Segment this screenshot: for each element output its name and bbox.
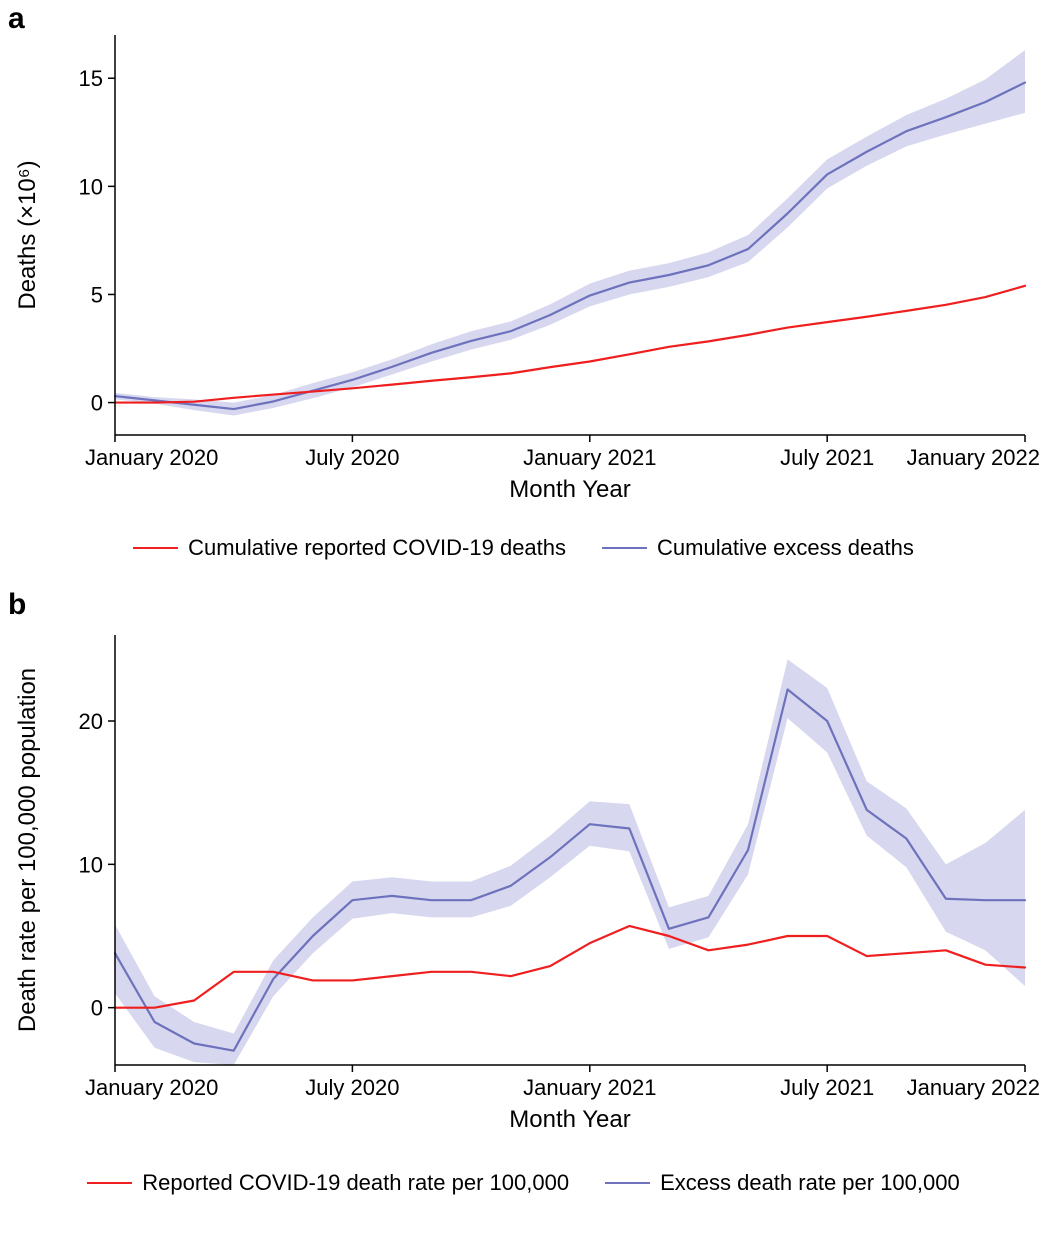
legend-line xyxy=(133,547,178,549)
y-tick-label: 0 xyxy=(91,996,103,1021)
y-axis-title: Death rate per 100,000 population xyxy=(14,668,41,1032)
x-tick-label: January 2022 xyxy=(907,445,1040,470)
legend-line xyxy=(602,547,647,549)
chart-a: 0 5 10 15 January 2020 July 2020 January 2021 J… xyxy=(0,0,1047,560)
x-tick-label: July 2021 xyxy=(780,1075,874,1100)
x-tick-label: January 2021 xyxy=(523,445,656,470)
legend-b: Reported COVID-19 death rate per 100,000… xyxy=(0,1170,1047,1196)
x-tick-label: January 2022 xyxy=(907,1075,1040,1100)
y-axis-title: Deaths (×10⁶) xyxy=(14,160,41,309)
legend-label: Reported COVID-19 death rate per 100,000 xyxy=(142,1170,569,1196)
y-tick-label: 0 xyxy=(91,391,103,416)
x-tick-label: January 2020 xyxy=(85,445,218,470)
reported-line xyxy=(115,926,1025,1008)
x-axis-title: Month Year xyxy=(509,1106,630,1133)
y-tick-label: 15 xyxy=(79,66,103,91)
x-tick-label: July 2021 xyxy=(780,445,874,470)
legend-line xyxy=(87,1182,132,1184)
excess-ci-band xyxy=(115,659,1025,1065)
x-axis-title: Month Year xyxy=(509,476,630,503)
x-tick-label: July 2020 xyxy=(305,445,399,470)
y-tick-label: 10 xyxy=(79,174,103,199)
legend-line xyxy=(605,1182,650,1184)
excess-line xyxy=(115,689,1025,1050)
chart-b: 0 10 20 January 2020 July 2020 January 2021 Ju… xyxy=(0,600,1047,1160)
excess-ci-band xyxy=(115,50,1025,415)
legend-item: Cumulative reported COVID-19 deaths xyxy=(133,535,566,561)
figure: a 051015January 2020July 2020January 202… xyxy=(0,0,1047,1243)
x-tick-label: January 2021 xyxy=(523,1075,656,1100)
legend-item: Reported COVID-19 death rate per 100,000 xyxy=(87,1170,569,1196)
y-tick-label: 5 xyxy=(91,282,103,307)
x-tick-label: January 2020 xyxy=(85,1075,218,1100)
y-tick-label: 20 xyxy=(79,709,103,734)
legend-label: Excess death rate per 100,000 xyxy=(660,1170,960,1196)
x-tick-label: July 2020 xyxy=(305,1075,399,1100)
legend-label: Cumulative reported COVID-19 deaths xyxy=(188,535,566,561)
y-tick-label: 10 xyxy=(79,852,103,877)
legend-label: Cumulative excess deaths xyxy=(657,535,914,561)
legend-a: Cumulative reported COVID-19 deaths Cumul… xyxy=(0,535,1047,561)
legend-item: Cumulative excess deaths xyxy=(602,535,914,561)
legend-item: Excess death rate per 100,000 xyxy=(605,1170,960,1196)
